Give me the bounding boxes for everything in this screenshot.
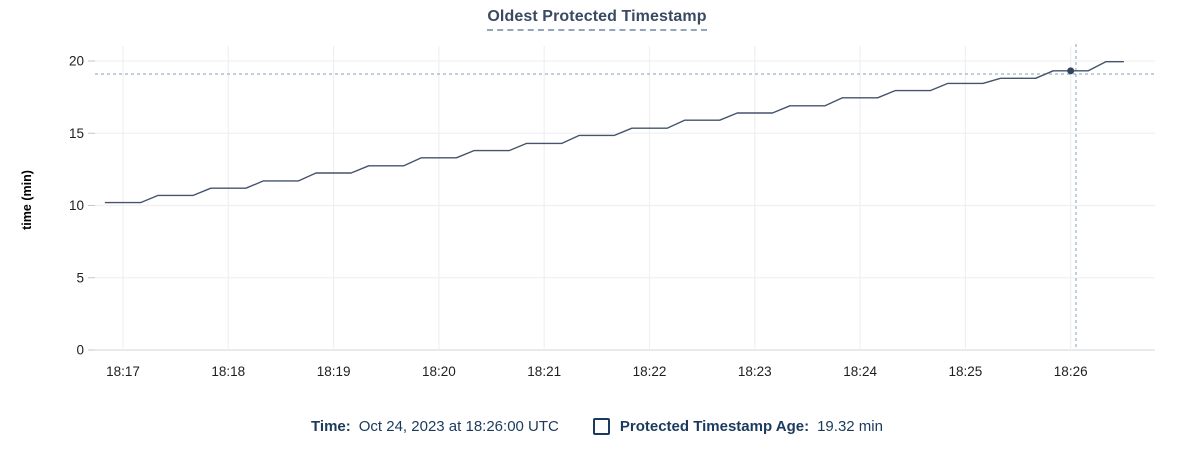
legend-time-value: Oct 24, 2023 at 18:26:00 UTC <box>358 418 559 435</box>
y-axis-title: time (min) <box>20 170 34 230</box>
chart-legend: Time: Oct 24, 2023 at 18:26:00 UTC Prote… <box>0 418 1194 435</box>
y-gridlines <box>95 60 1155 351</box>
series-protected-timestamp-age <box>104 61 1125 204</box>
y-tick-label: 15 <box>69 126 84 141</box>
x-tick-label: 18:18 <box>211 364 245 379</box>
y-axis-title: time (min) <box>20 170 34 230</box>
legend-time-label: Time: <box>311 418 351 435</box>
x-tick-label: 18:23 <box>738 364 772 379</box>
checkbox-outline-icon[interactable] <box>592 418 610 435</box>
legend-time-group: Time: Oct 24, 2023 at 18:26:00 UTC <box>311 418 559 435</box>
y-tick-label: 20 <box>69 54 84 69</box>
y-tick-label: 5 <box>76 270 84 285</box>
legend-series-label: Protected Timestamp Age: <box>619 418 810 435</box>
y-tick-label: 0 <box>76 343 84 358</box>
legend-series-value: 19.32 min <box>817 418 883 435</box>
x-tick-label: 18:17 <box>106 364 140 379</box>
y-axis-labels: 0 5 10 15 20 <box>69 54 95 358</box>
x-tick-label: 18:26 <box>1054 364 1088 379</box>
x-tick-label: 18:22 <box>633 364 667 379</box>
chart-title[interactable]: Oldest Protected Timestamp <box>487 8 707 31</box>
x-tick-label: 18:25 <box>949 364 983 379</box>
x-tick-label: 18:24 <box>843 364 877 379</box>
hover-point <box>1067 67 1075 75</box>
chart-header: Oldest Protected Timestamp <box>0 8 1194 31</box>
x-axis-labels: 18:17 18:18 18:19 18:20 18:21 18:22 18:23 18:24… <box>106 364 1087 379</box>
y-tick-label: 10 <box>69 198 84 213</box>
x-tick-label: 18:20 <box>422 364 456 379</box>
hover-point-dot <box>1067 67 1075 75</box>
x-gridlines <box>122 46 1072 350</box>
x-tick-label: 18:21 <box>527 364 561 379</box>
x-tick-label: 18:19 <box>317 364 351 379</box>
series-line <box>104 61 1125 204</box>
legend-series-group[interactable]: Protected Timestamp Age: 19.32 min <box>592 418 883 435</box>
hover-crosshair <box>95 44 1155 350</box>
